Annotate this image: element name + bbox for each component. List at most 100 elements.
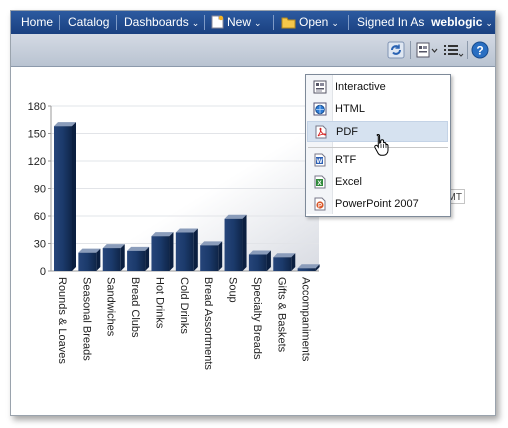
menu-item-label: PowerPoint 2007 [335,198,419,210]
menu-item-label: Interactive [335,81,386,93]
bar-side [169,232,174,271]
x-tick-label: Bread Assortments [202,277,214,370]
svg-text:P: P [318,203,322,209]
x-tick-label: Seasonal Breads [80,277,92,361]
new-menu[interactable]: New ⌄ [211,11,262,34]
menu-item-powerpoint[interactable]: P PowerPoint 2007 [307,194,448,215]
bar-top [151,232,174,237]
bar-top [175,228,198,233]
catalog-link[interactable]: Catalog [68,15,110,29]
browser-window: Home Catalog Dashboards ⌄ New ⌄ Open ⌄ Sign… [10,10,496,416]
bar [102,248,121,271]
chevron-down-icon: ⌄ [331,18,339,28]
menu-item-label: RTF [335,154,357,166]
chevron-down-icon: ⌄ [254,18,262,28]
new-label: New [227,15,252,29]
home-link[interactable]: Home [21,15,54,29]
bar [273,257,292,271]
svg-text:W: W [316,158,323,165]
refresh-icon[interactable] [387,41,405,59]
chevron-down-icon: ⌄ [485,18,493,28]
bar-chart: 0 30 60 90 120 150 180 Rounds & Loaves Seasonal … [11,67,495,415]
bar-side [315,264,320,271]
bar-top [54,122,76,127]
y-tick-label: 180 [28,101,46,113]
bar [224,218,243,271]
bar-top [127,246,150,251]
open-menu[interactable]: Open ⌄ [281,11,339,34]
menu-item-interactive[interactable]: Interactive [307,77,448,98]
bar [54,126,72,271]
dashboards-menu[interactable]: Dashboards ⌄ [124,11,199,34]
bar [151,236,170,271]
menu-item-excel[interactable]: X Excel [307,172,448,193]
menu-item-pdf[interactable]: PDF [307,121,448,142]
toolbar-divider [467,41,468,59]
menu-item-label: Excel [335,176,362,188]
toolbar-divider [410,41,411,59]
nav-divider [273,15,274,30]
bar [248,254,267,271]
bar-top [224,214,247,219]
nav-divider [348,15,349,30]
x-tick-label: Rounds & Loaves [56,277,68,364]
folder-icon [281,14,296,37]
bar-chart-canvas: 0 30 60 90 120 150 180 Rounds & Loaves Seasonal … [28,101,320,370]
bar-side [96,248,101,271]
dashboards-label: Dashboards [124,15,189,29]
menu-icon-gutter [306,75,333,214]
bar-side [242,214,247,271]
svg-text:?: ? [476,44,483,58]
hand-pointer-cursor-icon [373,133,391,160]
bar-top [248,250,271,255]
user-menu[interactable]: Signed In As weblogic ⌄ [357,11,493,34]
y-tick-label: 150 [28,129,46,141]
x-tick-label: Sandwiches [105,277,117,337]
x-tick-label: Gifts & Baskets [275,277,287,353]
bar [297,268,316,271]
rtf-icon: W [313,153,327,167]
global-header: Home Catalog Dashboards ⌄ New ⌄ Open ⌄ Sign… [11,11,495,34]
bar-side [145,246,150,271]
bar-top [200,241,223,246]
help-icon[interactable]: ? [471,41,489,59]
x-tick-label: Accompaniments [300,277,312,362]
x-tick-label: Hot Drinks [153,277,165,329]
bar [175,232,194,271]
bar-top [102,244,125,249]
nav-divider [59,15,60,30]
options-icon[interactable] [442,41,464,59]
bar [200,245,219,271]
signed-in-label: Signed In As [357,15,425,29]
bar-side [72,122,76,271]
menu-item-html[interactable]: HTML [307,99,448,120]
interactive-icon [313,80,327,94]
menu-item-label: HTML [335,103,365,115]
bar-side [218,241,223,271]
analysis-toolbar: ? [11,34,495,67]
nav-divider [204,15,205,30]
export-icon[interactable] [416,41,438,59]
bar-top [297,264,320,269]
y-tick-label: 30 [34,239,46,251]
svg-text:X: X [317,180,322,187]
y-tick-label: 60 [34,211,46,223]
menu-item-label: PDF [336,126,358,138]
new-document-icon [211,14,224,37]
bar-top [78,248,101,253]
menu-item-rtf[interactable]: W RTF [307,150,448,171]
excel-icon: X [313,175,327,189]
bar [127,250,146,271]
bar-side [120,244,125,271]
x-tick-label: Soup [227,277,239,303]
y-tick-label: 90 [34,184,46,196]
open-label: Open [299,15,329,29]
y-tick-label: 120 [28,156,46,168]
powerpoint-icon: P [313,197,327,211]
bar-top [273,253,296,258]
y-tick-label: 0 [40,266,46,278]
x-tick-label: Specialty Breads [251,277,263,360]
export-menu: Interactive HTML PDF W RTF X Excel [305,74,451,217]
bar-side [266,250,271,271]
bar-side [291,253,296,271]
